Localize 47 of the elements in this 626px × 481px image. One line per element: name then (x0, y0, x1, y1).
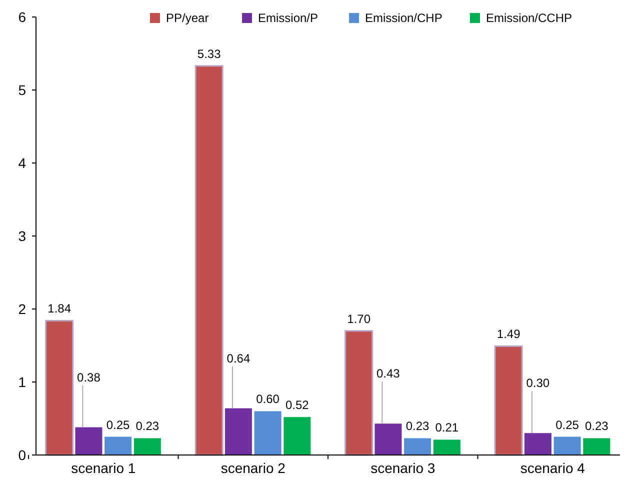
bar (254, 411, 282, 455)
y-tick-label: 3 (18, 228, 26, 244)
bar (404, 438, 432, 455)
bar (134, 438, 161, 455)
text: 1.49 (496, 327, 520, 342)
text: 0.52 (285, 398, 309, 412)
y-tick-label: 2 (18, 300, 26, 317)
bar (284, 417, 311, 455)
y-tick-label: 4 (18, 154, 26, 171)
bar (524, 433, 552, 455)
bar (494, 345, 523, 456)
x-tick-label: scenario 2 (220, 460, 286, 476)
text: 0.60 (256, 392, 280, 406)
y-tick-label: 0 (18, 446, 26, 463)
text: 0.64 (226, 351, 250, 366)
bar (374, 424, 402, 455)
y-tick-label: 6 (18, 8, 26, 25)
bar (104, 436, 132, 455)
legend-label: PP/year (166, 11, 209, 26)
text: 0.23 (584, 419, 608, 434)
text: 5.33 (197, 46, 221, 61)
text: 0.25 (106, 418, 130, 432)
legend-label: Emission/CCHP (486, 11, 572, 26)
x-tick-label: scenario 1 (71, 460, 136, 476)
text: 0.21 (435, 420, 459, 435)
bar (344, 330, 374, 456)
bar (583, 438, 610, 455)
legend-label: Emission/CHP (365, 11, 442, 26)
text: 0.43 (376, 366, 400, 381)
x-tick-label: scenario 4 (520, 460, 586, 476)
bar (194, 65, 224, 456)
text: 0.23 (136, 419, 160, 434)
bar (554, 436, 581, 455)
text: 0.30 (526, 376, 550, 390)
legend-label: Emission/P (258, 11, 318, 26)
text: 0.25 (556, 418, 579, 432)
bar (75, 427, 102, 455)
text: 0.23 (406, 419, 430, 434)
x-tick-label: scenario 3 (370, 460, 436, 476)
bar (45, 320, 74, 456)
y-tick-label: 1 (18, 374, 26, 390)
text: 1.70 (347, 312, 371, 326)
text: 0.38 (77, 370, 100, 384)
bar (433, 440, 460, 455)
bar (224, 408, 252, 455)
text: 1.84 (48, 302, 72, 316)
y-tick-label: 5 (18, 82, 26, 98)
